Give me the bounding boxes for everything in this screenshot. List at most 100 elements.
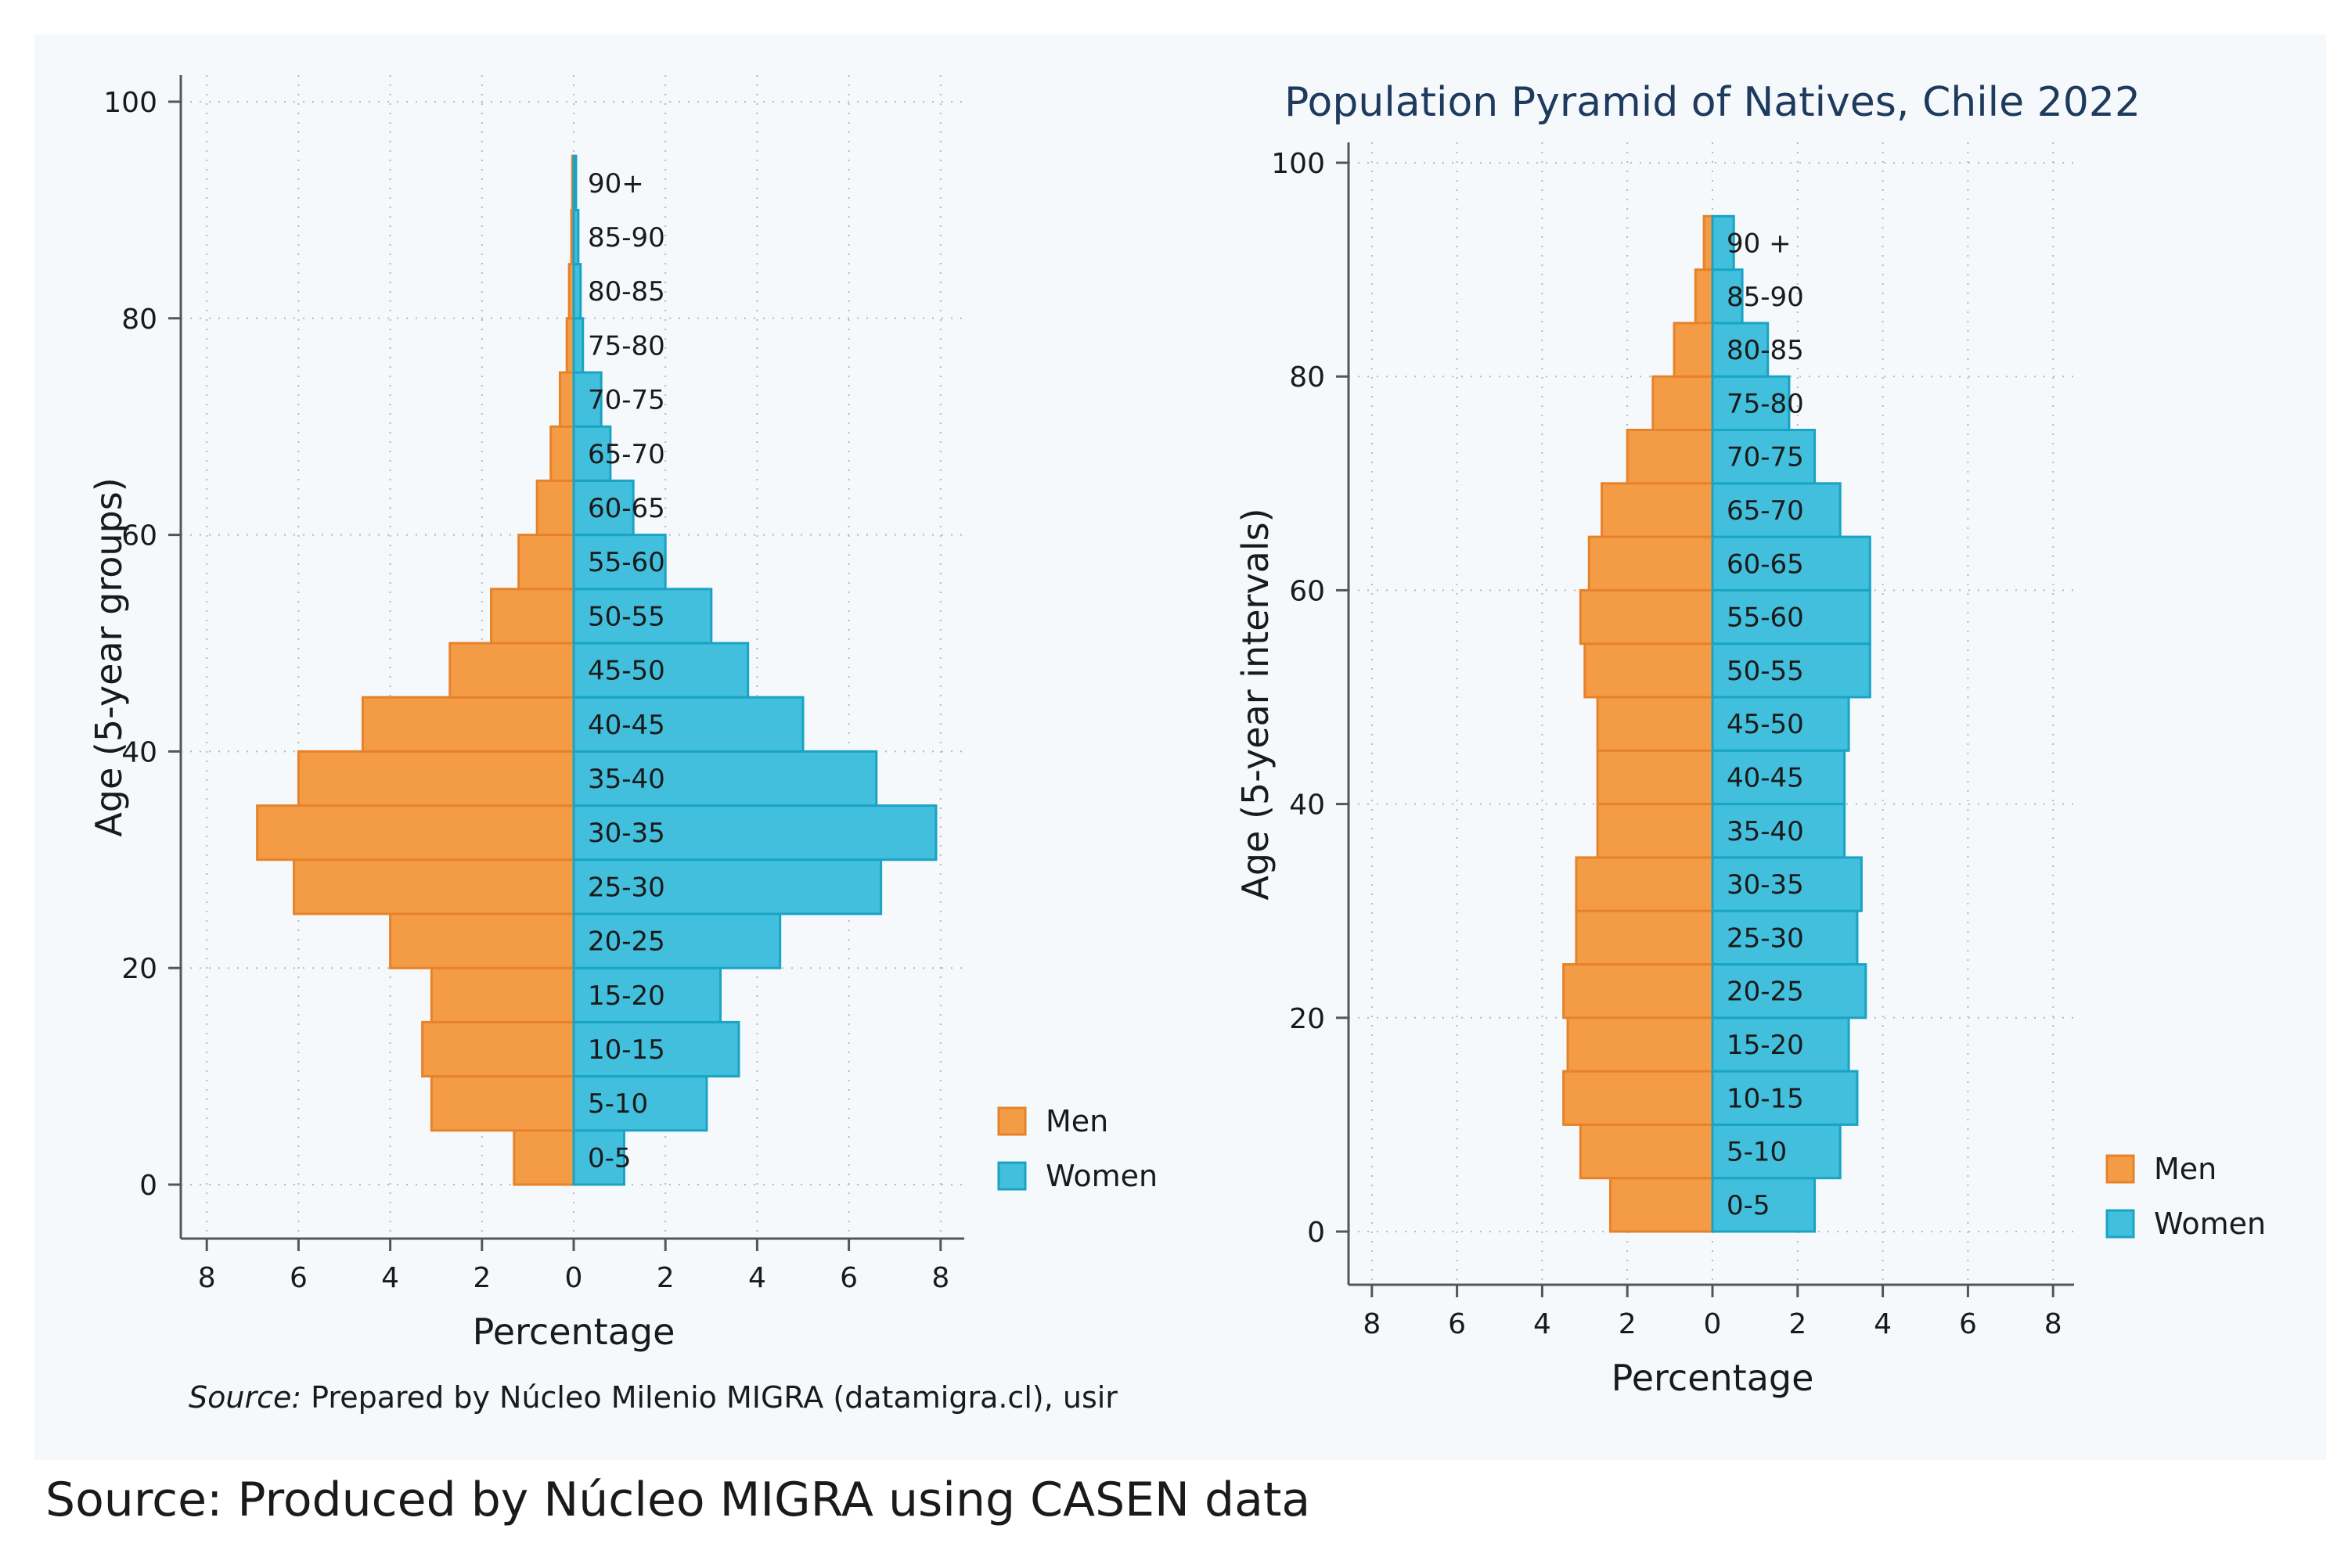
y-tick-label: 40	[121, 736, 157, 768]
x-tick-label: 2	[1788, 1308, 1806, 1340]
age-group-label: 65-70	[588, 439, 665, 470]
age-group-label: 40-45	[588, 710, 665, 741]
x-tick-label: 6	[1959, 1308, 1977, 1340]
age-group-label: 80-85	[588, 276, 665, 307]
bar-men	[1575, 909, 1714, 966]
bar-women	[1711, 803, 1846, 859]
age-group-label: 20-25	[588, 926, 665, 958]
age-group-label: 50-55	[588, 601, 665, 632]
chart-title: Population Pyramid of Natives, Chile 202…	[1284, 79, 2141, 126]
age-group-label: 45-50	[1727, 709, 1804, 740]
bar-women	[1711, 696, 1850, 752]
age-group-label: 25-30	[588, 872, 665, 903]
bar-men	[1575, 856, 1714, 912]
x-tick-label: 8	[931, 1262, 949, 1294]
age-group-label: 75-80	[1727, 388, 1804, 419]
bar-men	[1596, 696, 1714, 752]
bar-men	[1562, 1070, 1714, 1126]
age-group-label: 15-20	[1727, 1030, 1804, 1061]
age-group-label: 30-35	[1727, 869, 1804, 901]
x-axis-title: Percentage	[473, 1311, 675, 1353]
x-tick-label: 2	[657, 1262, 675, 1294]
x-tick-label: 4	[381, 1262, 399, 1294]
age-group-label: 5-10	[1727, 1137, 1787, 1168]
pyramid-chart-natives: 0-5 5-10 10-15 15-20 20-25 25-30 30-35 35-40 40-…	[1234, 79, 2266, 1399]
x-tick-label: 6	[840, 1262, 858, 1294]
age-group-label: 75-80	[588, 330, 665, 361]
age-group-label: 0-5	[588, 1142, 632, 1174]
bar-men	[549, 425, 575, 482]
bar-men	[490, 588, 575, 645]
bar-men	[361, 696, 575, 753]
legend-label-men: Men	[1046, 1104, 1108, 1138]
age-group-label: 90 +	[1727, 228, 1792, 259]
source-note-text: Prepared by Núcleo Milenio MIGRA (datami…	[311, 1380, 1118, 1415]
age-group-label: 0-5	[1727, 1190, 1770, 1221]
bar-women	[572, 966, 722, 1023]
bar-men	[1562, 963, 1714, 1020]
bar-men	[513, 1129, 575, 1186]
y-axis-title: Age (5-year intervals)	[1234, 508, 1277, 900]
bar-women	[572, 1075, 708, 1132]
source-note: Source: Prepared by Núcleo Milenio MIGRA …	[189, 1380, 1118, 1415]
bar-women	[572, 154, 578, 211]
bar-men	[430, 1075, 575, 1132]
bar-men	[1566, 1016, 1714, 1073]
source-note-prefix: Source:	[189, 1380, 301, 1415]
x-tick-label: 8	[198, 1262, 216, 1294]
bar-women	[572, 588, 713, 645]
x-tick-label: 2	[1619, 1308, 1637, 1340]
x-tick-label: 4	[748, 1262, 766, 1294]
legend-swatch-men	[2105, 1154, 2135, 1184]
x-tick-label: 0	[565, 1262, 583, 1294]
bar-men	[535, 479, 575, 537]
x-tick-label: 6	[1448, 1308, 1466, 1340]
legend-label-women: Women	[2154, 1207, 2266, 1241]
y-tick-label: 60	[1289, 575, 1325, 607]
y-tick-label: 20	[1289, 1003, 1325, 1035]
bar-men	[1626, 429, 1714, 485]
y-tick-label: 0	[139, 1170, 157, 1202]
age-group-label: 10-15	[1727, 1083, 1804, 1114]
bar-women	[572, 317, 585, 374]
age-group-label: 55-60	[588, 547, 665, 578]
bar-men	[1694, 268, 1714, 325]
age-group-label: 65-70	[1727, 495, 1804, 527]
age-group-label: 80-85	[1727, 335, 1804, 366]
bar-women	[1711, 642, 1871, 699]
bar-women	[1711, 1177, 1817, 1233]
age-group-label: 45-50	[588, 656, 665, 687]
age-group-label: 20-25	[1727, 976, 1804, 1008]
bar-men	[1601, 482, 1714, 538]
bar-men	[1596, 803, 1714, 859]
bar-men	[558, 371, 575, 428]
figure-caption: Source: Produced by Núcleo MIGRA using C…	[45, 1473, 1310, 1527]
bar-women	[1711, 214, 1735, 272]
bar-women	[572, 371, 603, 428]
legend-label-women: Women	[1046, 1159, 1158, 1193]
bar-men	[293, 858, 575, 915]
bar-men	[1673, 322, 1714, 378]
age-group-label: 60-65	[1727, 548, 1804, 580]
age-group-label: 90+	[588, 168, 644, 200]
bar-men	[256, 804, 575, 861]
age-group-label: 35-40	[1727, 816, 1804, 847]
bar-men	[430, 966, 575, 1023]
bar-men	[517, 534, 575, 591]
bar-women	[1711, 482, 1842, 538]
bar-men	[1579, 1123, 1714, 1180]
bar-women	[1711, 322, 1770, 378]
y-tick-label: 0	[1307, 1217, 1325, 1249]
bar-men	[1651, 375, 1714, 432]
x-tick-label: 0	[1704, 1308, 1722, 1340]
bar-men	[389, 912, 575, 969]
bar-men	[297, 750, 575, 807]
y-tick-label: 100	[103, 87, 157, 119]
bar-women	[1711, 375, 1791, 432]
age-group-label: 40-45	[1727, 762, 1804, 793]
x-tick-label: 4	[1533, 1308, 1551, 1340]
bar-men	[421, 1020, 575, 1078]
x-tick-label: 8	[1363, 1308, 1381, 1340]
age-group-label: 30-35	[588, 818, 665, 849]
